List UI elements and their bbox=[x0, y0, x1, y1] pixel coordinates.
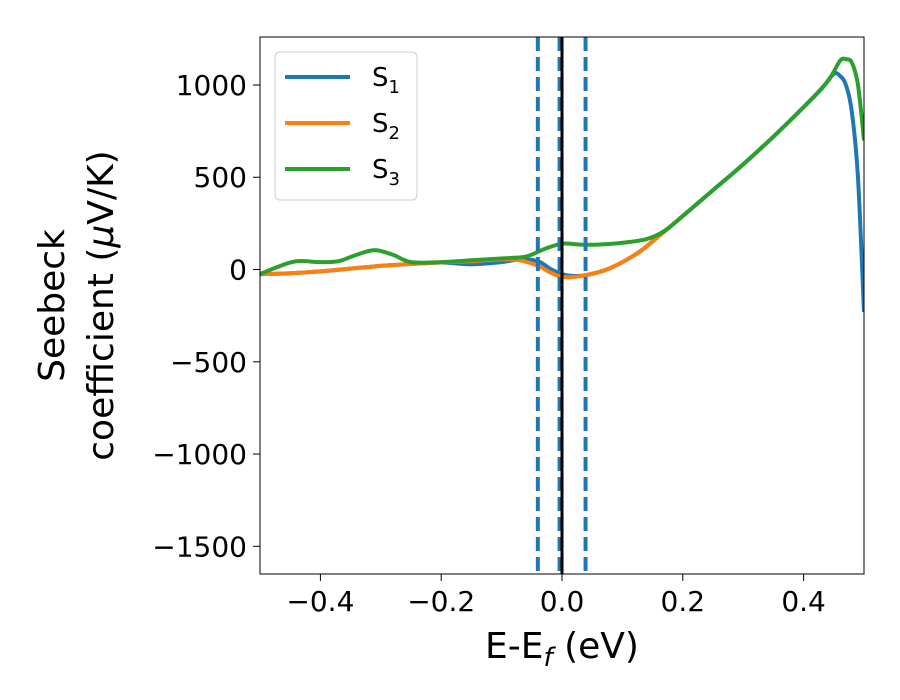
legend-box bbox=[274, 51, 418, 201]
vline-layer bbox=[535, 37, 588, 574]
legend-label-s3: S3 bbox=[372, 155, 400, 190]
series-line-s2 bbox=[260, 214, 685, 280]
y-axis-label-mu: μ bbox=[81, 225, 122, 249]
x-tick-label: 0.4 bbox=[781, 585, 826, 618]
y-tick-label: 0 bbox=[229, 254, 247, 287]
y-axis-label-line1: Seebeck bbox=[32, 229, 73, 382]
x-axis: −0.4 −0.2 0.0 0.2 0.4 bbox=[286, 574, 826, 618]
series-line-s3 bbox=[260, 56, 864, 276]
y-tick-label: −1500 bbox=[152, 530, 247, 563]
x-tick-label: 0.0 bbox=[540, 585, 585, 618]
x-axis-label-base: E-E bbox=[485, 626, 543, 667]
x-axis-label-suffix: (eV) bbox=[553, 626, 639, 667]
y-tick-label: −500 bbox=[170, 346, 247, 379]
y-tick-label: 500 bbox=[194, 161, 247, 194]
y-axis-label-line2: coefficient (μV/K) bbox=[81, 150, 122, 460]
legend: S1 S2 S3 bbox=[274, 51, 418, 201]
legend-label-s2: S2 bbox=[372, 109, 400, 144]
legend-label-s1: S1 bbox=[372, 63, 400, 98]
y-axis-label-prefix: coefficient ( bbox=[81, 248, 122, 461]
y-axis-label-suffix: V/K) bbox=[81, 150, 122, 224]
y-tick-label: −1000 bbox=[152, 438, 247, 471]
x-tick-label: 0.2 bbox=[661, 585, 706, 618]
y-tick-label: 1000 bbox=[176, 69, 247, 102]
y-axis-label: Seebeck coefficient (μV/K) bbox=[32, 150, 122, 460]
x-axis-label: E-Ef (eV) bbox=[485, 626, 639, 673]
x-tick-label: −0.2 bbox=[407, 585, 475, 618]
y-axis: −1500 −1000 −500 0 500 1000 bbox=[152, 69, 260, 563]
series-layer bbox=[260, 56, 864, 313]
x-tick-label: −0.4 bbox=[286, 585, 354, 618]
